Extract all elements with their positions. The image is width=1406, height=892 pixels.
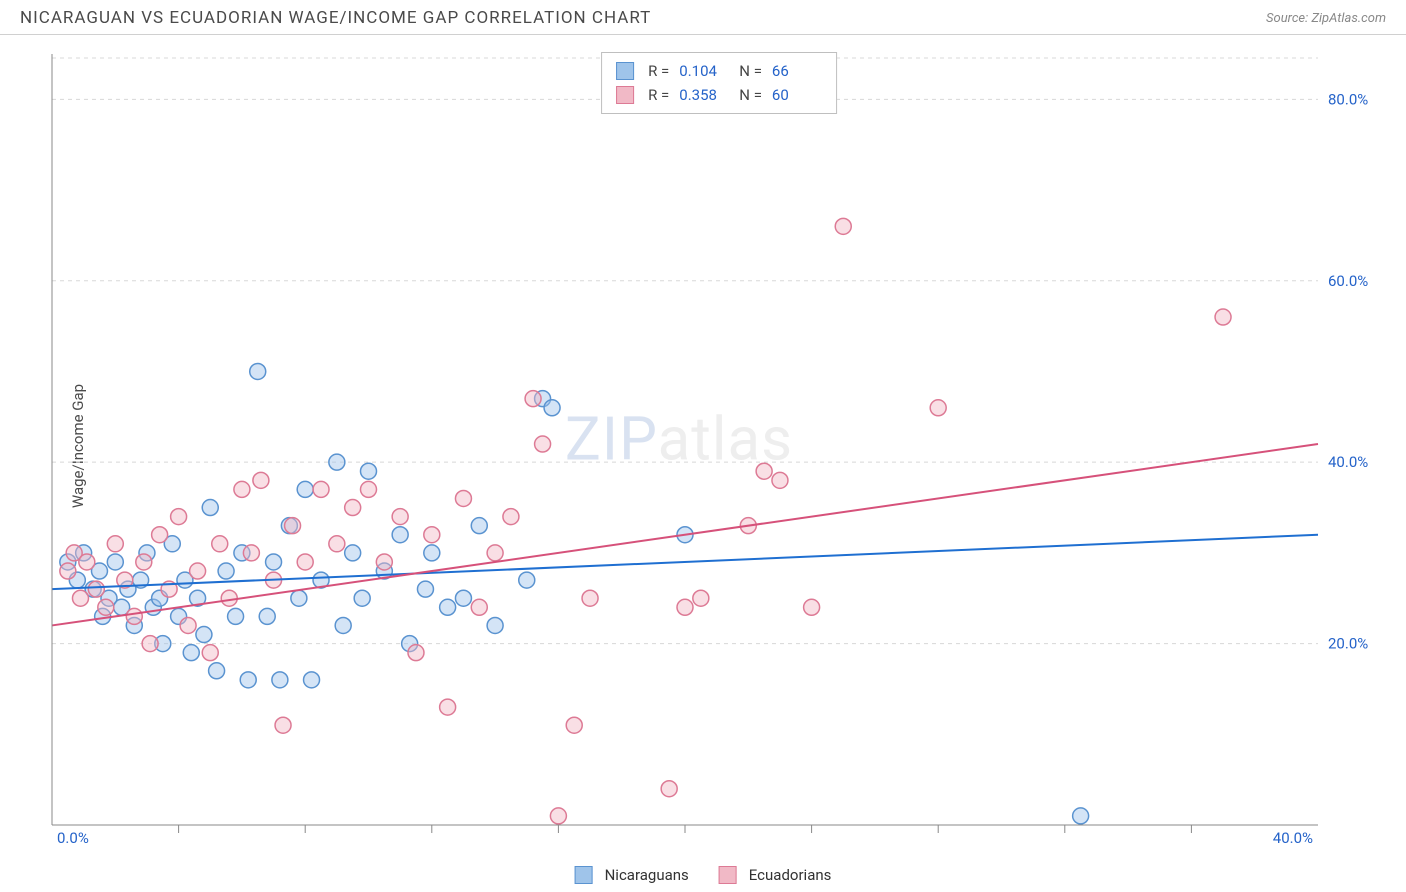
swatch-icon [575, 866, 593, 884]
svg-text:80.0%: 80.0% [1328, 90, 1368, 108]
bottom-legend: Nicaraguans Ecuadorians [575, 866, 832, 884]
swatch-icon [616, 62, 634, 80]
swatch-icon [719, 866, 737, 884]
scatter-chart: 20.0% 40.0% 60.0% 80.0% ZIPatlas 0.0% 40.0% [50, 52, 1388, 847]
svg-text:40.0%: 40.0% [1328, 453, 1368, 471]
chart-header: NICARAGUAN VS ECUADORIAN WAGE/INCOME GAP… [0, 0, 1406, 35]
stats-legend-box: R = 0.104 N = 66 R = 0.358 N = 60 [601, 52, 837, 114]
chart-area: 20.0% 40.0% 60.0% 80.0% ZIPatlas 0.0% 40.0% R … [50, 52, 1388, 847]
svg-text:20.0%: 20.0% [1328, 635, 1368, 653]
svg-text:40.0%: 40.0% [1273, 829, 1313, 847]
legend-item: Ecuadorians [719, 866, 832, 884]
stats-row: R = 0.104 N = 66 [616, 59, 822, 83]
stats-row: R = 0.358 N = 60 [616, 83, 822, 107]
legend-item: Nicaraguans [575, 866, 689, 884]
source-label: Source: ZipAtlas.com [1266, 11, 1386, 26]
svg-text:60.0%: 60.0% [1328, 272, 1368, 290]
chart-title: NICARAGUAN VS ECUADORIAN WAGE/INCOME GAP… [20, 8, 651, 28]
swatch-icon [616, 86, 634, 104]
svg-text:ZIPatlas: ZIPatlas [565, 404, 793, 475]
svg-text:0.0%: 0.0% [57, 829, 89, 847]
